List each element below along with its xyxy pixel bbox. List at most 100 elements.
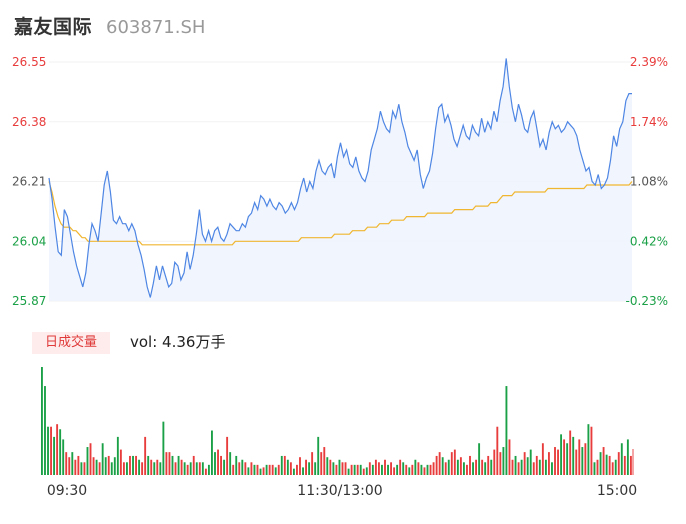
volume-bar (207, 464, 210, 475)
time-tick-label: 11:30/13:00 (297, 483, 382, 499)
volume-bar (241, 459, 244, 475)
volume-bar (508, 439, 511, 475)
volume-bars (41, 367, 634, 475)
volume-bar (326, 457, 329, 475)
volume-bar (605, 454, 608, 475)
percent-axis-ticks: 2.39% 1.74% 1.08% 0.42% -0.23% (626, 55, 668, 308)
volume-bar (283, 455, 286, 475)
volume-bar (332, 462, 335, 475)
volume-bar (280, 455, 283, 475)
volume-bar (220, 455, 222, 475)
volume-bar (526, 457, 529, 475)
volume-bar (311, 452, 314, 475)
volume-bar (74, 459, 77, 475)
volume-bar (368, 462, 371, 475)
volume-bar (262, 467, 265, 475)
volume-bar (626, 439, 629, 475)
volume-bar (535, 455, 538, 475)
volume-bar (356, 464, 359, 475)
time-tick-label: 15:00 (597, 483, 637, 499)
volume-bar (232, 464, 235, 475)
volume-bar (384, 459, 386, 475)
volume-bar (71, 452, 74, 475)
volume-bar (623, 455, 626, 475)
volume-bar (541, 443, 544, 475)
volume-bar (614, 459, 617, 475)
volume-bar (226, 436, 229, 475)
volume-bar (138, 459, 141, 475)
volume-bar (68, 457, 71, 475)
volume-bar (77, 455, 80, 475)
volume-bar (165, 452, 168, 475)
volume-bar (250, 462, 253, 475)
volume-bar (478, 443, 481, 475)
volume-bar (101, 443, 104, 475)
volume-bar (198, 462, 201, 475)
volume-bar (86, 447, 89, 475)
volume-bar (126, 462, 128, 475)
volume-bar (308, 462, 311, 475)
volume-bar (575, 449, 578, 475)
volume-bar (444, 462, 447, 475)
volume-bar (581, 447, 584, 475)
volume-bar (247, 467, 250, 475)
volume-bar (359, 464, 362, 475)
volume-bar (217, 449, 219, 475)
volume-bar (201, 462, 204, 475)
volume-bar (596, 459, 599, 475)
percent-tick-label: -0.23% (626, 294, 668, 308)
volume-bar (259, 468, 262, 475)
volume-bar (584, 443, 587, 475)
volume-bar (353, 464, 356, 475)
volume-bar (390, 462, 393, 475)
volume-bar (186, 464, 189, 475)
volume-bar (305, 459, 307, 475)
volume-bar (423, 467, 426, 475)
price-tick-label: 26.21 (12, 175, 46, 189)
stock-header: 嘉友国际 603871.SH (14, 12, 205, 40)
volume-bar (611, 462, 614, 475)
volume-bar (223, 459, 226, 475)
volume-bar (417, 462, 420, 475)
volume-bar (171, 455, 174, 475)
volume-bar (493, 449, 496, 475)
volume-bar (456, 459, 459, 475)
volume-bar (80, 462, 83, 475)
volume-bar (381, 464, 383, 475)
volume-bar (214, 452, 216, 475)
volume-bar (277, 464, 280, 475)
volume-bar (532, 462, 535, 475)
volume-bar (402, 462, 405, 475)
price-tick-label: 26.38 (12, 115, 46, 129)
price-line (48, 58, 632, 298)
volume-bar (244, 462, 247, 475)
volume-bar (520, 459, 523, 475)
volume-readout: vol: 4.36万手 (130, 333, 226, 351)
volume-bar (65, 452, 68, 475)
volume-badge[interactable]: 日成交量 (32, 332, 110, 354)
stock-name: 嘉友国际 (14, 16, 93, 38)
volume-bar (538, 459, 541, 475)
volume-bar (475, 459, 478, 475)
volume-bar (590, 426, 593, 475)
volume-bar (459, 457, 462, 475)
volume-bar (129, 455, 131, 475)
volume-bar (268, 464, 271, 475)
volume-bar (499, 452, 502, 475)
volume-bar (387, 464, 389, 475)
percent-tick-label: 1.08% (630, 175, 668, 189)
volume-bar (192, 455, 195, 475)
volume-bar (517, 462, 520, 475)
volume-bar (289, 462, 292, 475)
volume-bar (95, 459, 98, 475)
volume-bar (211, 430, 213, 475)
volume-bar (447, 459, 450, 475)
price-area-fill (49, 58, 632, 301)
volume-bar (329, 459, 332, 475)
volume-bar (271, 464, 274, 475)
volume-bar (450, 452, 453, 475)
volume-bar (374, 459, 377, 475)
volume-bar (110, 462, 113, 475)
volume-bar (511, 459, 514, 475)
